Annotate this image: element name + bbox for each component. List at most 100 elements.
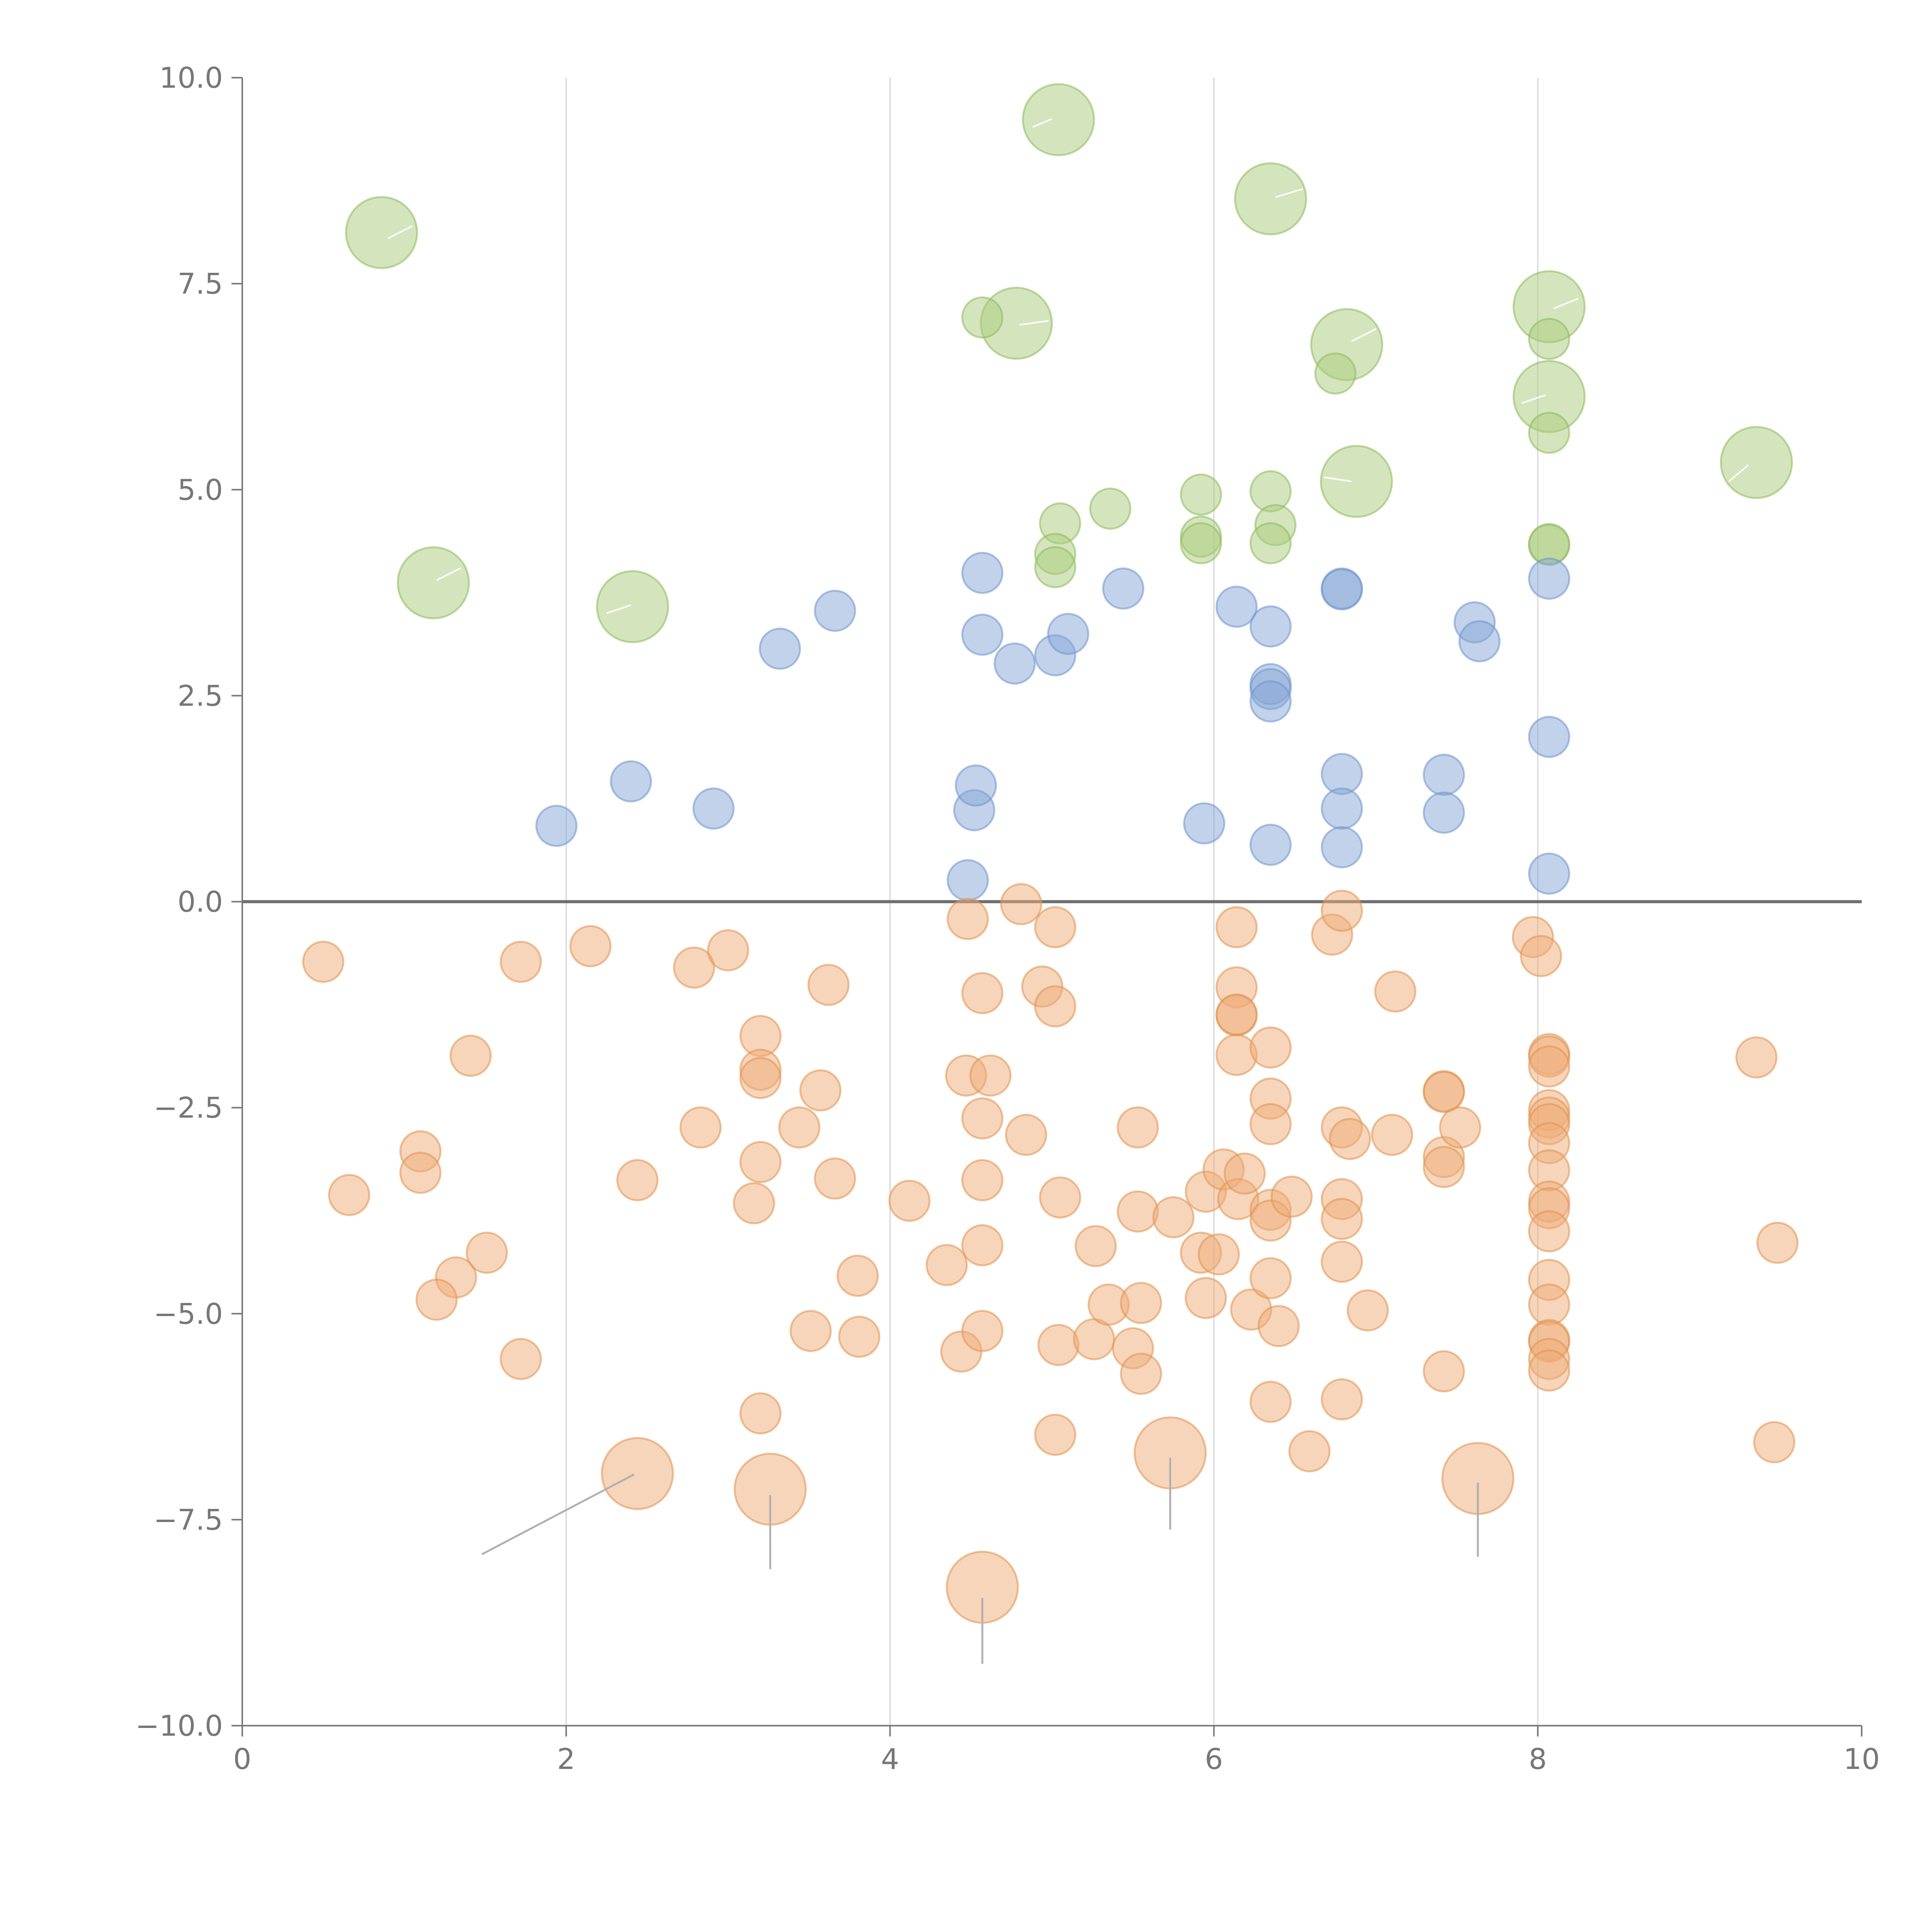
orange-bubble (673, 946, 715, 989)
blue-bubble (961, 614, 1003, 656)
blue-bubble (1458, 620, 1501, 663)
orange-bubble (399, 1151, 442, 1194)
green-large-bubble (1022, 83, 1095, 156)
x-tick-label: 2 (557, 1743, 575, 1776)
green-bubble (1249, 522, 1292, 565)
orange-bubble (500, 1338, 542, 1380)
y-tick-label: 10.0 (159, 61, 223, 95)
orange-bubble (707, 929, 749, 971)
orange-bubble (778, 1106, 821, 1149)
orange-bubble (739, 1141, 782, 1183)
orange-bubble (1034, 906, 1077, 949)
y-tick-label: 0.0 (177, 886, 223, 919)
orange-bubble (1075, 1225, 1117, 1267)
orange-bubble (1270, 1175, 1313, 1218)
orange-bubble (1756, 1221, 1799, 1264)
orange-bubble (789, 1310, 832, 1352)
orange-bubble (616, 1159, 659, 1201)
label-leader-line (388, 225, 413, 239)
orange-bubble (415, 1278, 458, 1321)
orange-bubble (1249, 1026, 1292, 1069)
orange-bubble (1197, 1233, 1240, 1276)
blue-bubble (1528, 558, 1570, 600)
orange-bubble (733, 1182, 775, 1225)
green-large-bubble (1320, 445, 1393, 518)
orange-bubble (961, 1097, 1003, 1139)
orange-bubble (1439, 1106, 1481, 1149)
orange-bubble (1321, 1378, 1363, 1421)
label-leader-line (1521, 394, 1546, 404)
blue-bubble (1423, 791, 1465, 834)
orange-bubble (1039, 1176, 1081, 1219)
blue-bubble (1183, 802, 1225, 845)
blue-bubble (1321, 568, 1363, 611)
orange-bubble (1120, 1282, 1162, 1324)
orange-bubble (1249, 1257, 1292, 1299)
blue-bubble (1528, 716, 1570, 758)
label-leader-line (1728, 464, 1749, 482)
blue-bubble (1047, 612, 1089, 655)
orange-bubble (1423, 1146, 1465, 1188)
green-bubble (1034, 546, 1077, 588)
leader-layer (388, 118, 1749, 1664)
orange-bubble (1423, 1071, 1465, 1113)
blue-bubble (692, 787, 735, 830)
orange-bubble (1152, 1196, 1195, 1238)
bubble-layer (302, 83, 1799, 1624)
orange-bubble (1520, 935, 1562, 977)
orange-bubble (500, 940, 542, 983)
callout-leader-line (481, 1473, 635, 1555)
orange-bubble (1329, 1118, 1371, 1160)
y-tick-label: −10.0 (135, 1709, 223, 1743)
blue-bubble (961, 552, 1003, 594)
label-leader-line (1019, 320, 1049, 326)
orange-bubble (1288, 1430, 1331, 1473)
blue-bubble (1321, 826, 1363, 869)
orange-bubble (1223, 1152, 1266, 1195)
blue-bubble (535, 804, 578, 847)
orange-bubble (961, 1224, 1003, 1267)
green-bubble (1180, 522, 1222, 565)
label-leader-line (436, 567, 461, 581)
green-bubble (1314, 352, 1357, 395)
orange-bubble (1120, 1352, 1162, 1395)
blue-bubble (1321, 787, 1363, 830)
orange-bubble (1257, 1305, 1300, 1347)
green-large-bubble (397, 546, 470, 619)
orange-bubble (1371, 1114, 1413, 1156)
orange-bubble (739, 1392, 782, 1435)
y-tick-label: 5.0 (177, 473, 223, 507)
orange-bubble (1117, 1190, 1159, 1233)
orange-bubble (961, 1310, 1003, 1352)
label-leader-line (1553, 298, 1579, 309)
y-tick-label: −5.0 (153, 1298, 223, 1331)
orange-bubble (1735, 1036, 1778, 1079)
orange-bubble (1423, 1350, 1465, 1393)
orange-bubble (961, 972, 1003, 1014)
orange-bubble (888, 1180, 931, 1222)
blue-bubble (1249, 605, 1292, 648)
blue-bubble (1528, 852, 1570, 895)
orange-bubble (1374, 970, 1417, 1013)
blue-bubble (759, 628, 801, 670)
orange-bubble (1249, 1103, 1292, 1145)
orange-bubble (969, 1054, 1012, 1097)
orange-bubble (1185, 1277, 1227, 1319)
orange-bubble (449, 1034, 492, 1077)
orange-bubble (1321, 1240, 1363, 1283)
orange-bubble (925, 1244, 968, 1286)
orange-bubble (328, 1174, 371, 1216)
label-leader-line (1351, 328, 1376, 342)
x-tick-label: 10 (1844, 1743, 1880, 1776)
orange-bubble (1249, 1381, 1292, 1423)
orange-bubble (679, 1106, 722, 1149)
y-tick-label: −2.5 (153, 1092, 223, 1125)
green-large-bubble (596, 570, 669, 643)
orange-bubble (1347, 1289, 1389, 1332)
orange-bubble (1321, 1198, 1363, 1240)
blue-bubble (1215, 585, 1258, 628)
blue-bubble (814, 590, 856, 632)
green-bubble (961, 296, 1003, 339)
orange-bubble (1005, 1114, 1047, 1156)
